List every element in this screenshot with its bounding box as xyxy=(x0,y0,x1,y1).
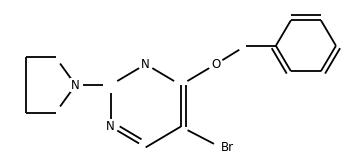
Text: Br: Br xyxy=(221,141,234,154)
Text: N: N xyxy=(71,79,80,91)
Text: O: O xyxy=(211,58,220,71)
Text: N: N xyxy=(141,58,150,71)
Text: N: N xyxy=(106,120,115,133)
